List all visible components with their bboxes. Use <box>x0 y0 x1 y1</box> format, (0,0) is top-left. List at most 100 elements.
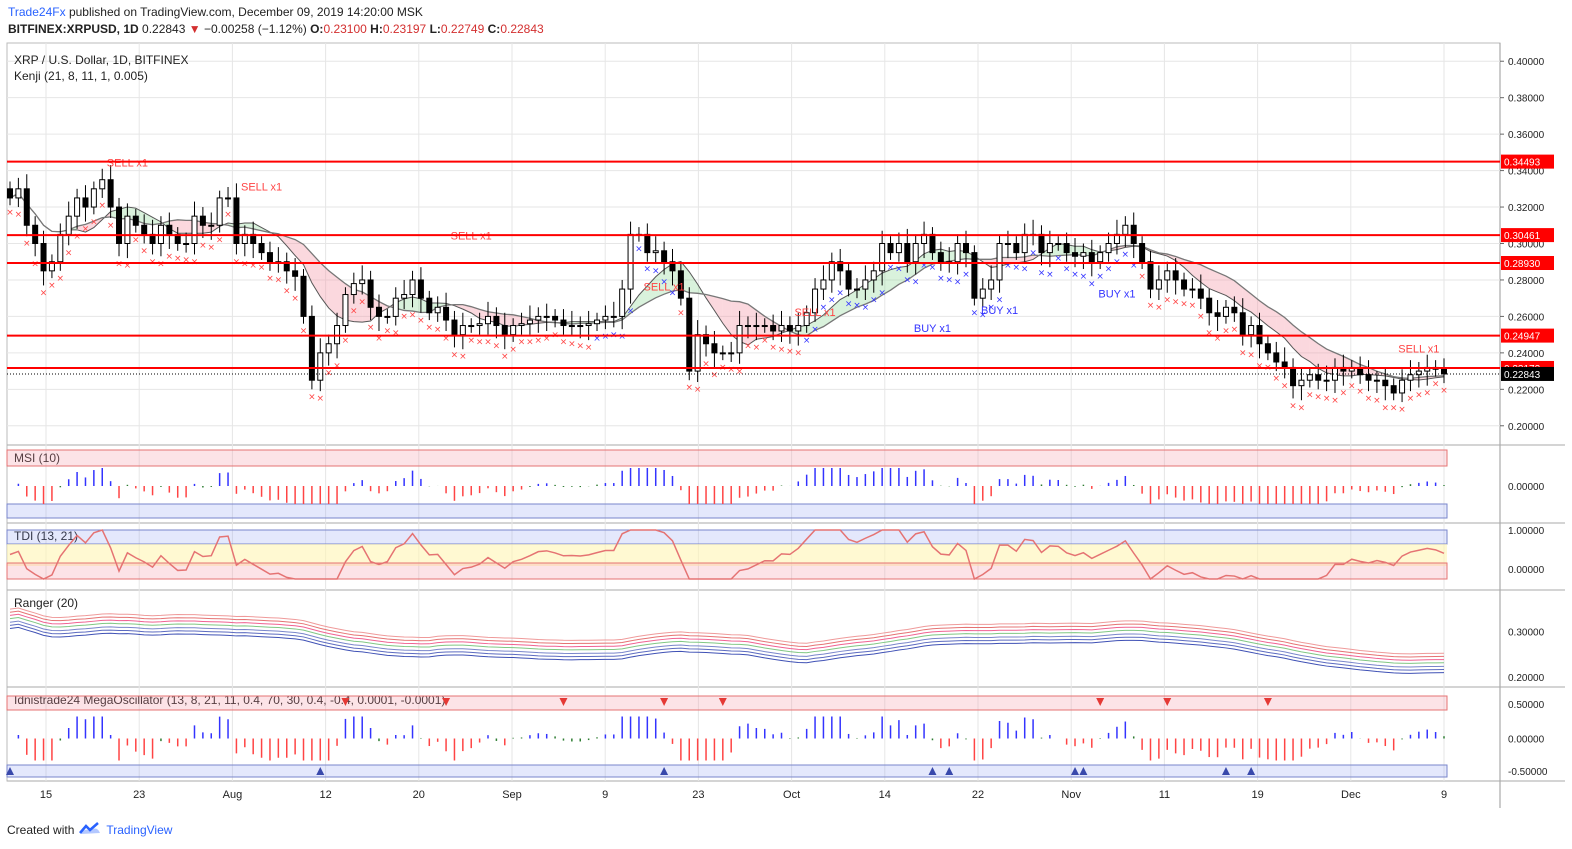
publisher-link[interactable]: Trade24Fx <box>8 5 66 19</box>
candle-body <box>585 323 592 327</box>
candle-body <box>1139 243 1146 263</box>
change-value: −0.00258 (−1.12%) <box>204 22 307 36</box>
signal-x-marker: × <box>744 341 752 351</box>
candle-body <box>1046 243 1053 254</box>
signal-x-marker: × <box>224 210 232 220</box>
candle-body <box>1441 368 1447 375</box>
y-tick-label: 0.28000 <box>1508 276 1545 287</box>
signal-x-marker: × <box>73 232 81 242</box>
x-tick-label: 11 <box>1159 789 1170 801</box>
high-label: H: <box>370 22 383 36</box>
kenji-cloud-segment <box>747 304 757 345</box>
signal-x-marker: × <box>484 338 492 348</box>
signal-x-marker: × <box>1256 361 1264 371</box>
kenji-cloud-segment <box>1318 343 1327 373</box>
signal-label: SELL x1 <box>107 158 148 170</box>
signal-x-marker: × <box>1004 261 1012 271</box>
x-tick-label: 23 <box>133 789 145 801</box>
signal-x-marker: × <box>48 281 56 291</box>
candle-body <box>1315 374 1322 381</box>
candle-body <box>778 325 785 332</box>
ranger-line <box>9 620 1445 668</box>
candle-body <box>937 252 944 263</box>
candle-body <box>543 315 550 318</box>
tradingview-link[interactable]: TradingView <box>106 822 173 837</box>
symbol-label: BITFINEX:XRPUSD, 1D <box>8 22 139 36</box>
signal-x-marker: × <box>652 267 660 277</box>
candles-group: × × × × × × × × × × × × × × × × × × × × × × × × × × × × × × × × × × × × × × × ×… <box>6 165 1448 415</box>
ranger-line <box>9 616 1445 664</box>
signal-x-marker: × <box>333 361 341 371</box>
footer: Created with TradingView <box>7 821 172 838</box>
signal-x-marker: × <box>249 261 257 271</box>
candle-body <box>1088 252 1095 263</box>
signal-x-marker: × <box>57 274 65 284</box>
high-value: 0.23197 <box>382 22 427 36</box>
last-price: 0.22843 <box>142 22 186 36</box>
signal-x-marker: × <box>1046 270 1054 280</box>
signal-x-marker: × <box>90 217 98 227</box>
signal-x-marker: × <box>1231 325 1239 335</box>
mega-down-triangle <box>559 698 568 706</box>
signal-x-marker: × <box>769 343 777 353</box>
signal-x-marker: × <box>778 345 786 355</box>
tradingview-logo-icon <box>78 821 102 838</box>
signal-x-marker: × <box>878 288 886 298</box>
candle-body <box>644 233 651 254</box>
kenji-slow-line <box>9 192 1445 380</box>
candle-body <box>1239 312 1246 336</box>
candle-body <box>904 243 911 263</box>
candle-body <box>443 306 450 321</box>
candle-body <box>677 270 684 299</box>
kenji-cloud-segment <box>471 306 480 319</box>
kenji-cloud-segment <box>764 316 774 339</box>
mega-y-tick-label: 0.50000 <box>1508 700 1545 711</box>
signal-x-marker: × <box>400 312 408 322</box>
candle-body <box>568 325 575 328</box>
mega-down-triangle <box>718 698 727 706</box>
signal-x-marker: × <box>1155 303 1163 313</box>
signal-x-marker: × <box>828 296 836 306</box>
candle-body <box>384 315 391 318</box>
signal-x-marker: × <box>1163 296 1171 306</box>
signal-x-marker: × <box>1189 301 1197 311</box>
mega-up-triangle <box>1247 767 1256 775</box>
signal-x-marker: × <box>300 327 308 337</box>
signal-x-marker: × <box>1096 272 1104 282</box>
signal-x-marker: × <box>870 296 878 306</box>
candle-body <box>90 188 97 208</box>
candle-body <box>359 279 366 285</box>
signal-x-marker: × <box>618 332 626 342</box>
kenji-cloud-segment <box>815 315 824 331</box>
y-tick-label: 0.24000 <box>1508 349 1545 360</box>
signal-x-marker: × <box>476 338 484 348</box>
kenji-cloud-segment <box>404 297 413 312</box>
signal-x-marker: × <box>811 325 819 335</box>
kenji-cloud-segment <box>890 267 899 291</box>
signal-x-marker: × <box>1088 279 1096 289</box>
signal-x-marker: × <box>1105 265 1113 275</box>
signal-x-marker: × <box>501 352 509 362</box>
candle-body <box>744 325 751 328</box>
signal-x-marker: × <box>275 276 283 286</box>
candle-body <box>350 283 357 296</box>
signal-x-marker: × <box>560 338 568 348</box>
mega-y-tick-label: 0.00000 <box>1508 735 1545 746</box>
candle-body <box>476 323 483 327</box>
tdi-mid-band <box>7 544 1447 566</box>
candle-body <box>1155 279 1162 290</box>
signal-x-marker: × <box>132 236 140 246</box>
kenji-cloud-segment <box>328 270 338 316</box>
signal-x-marker: × <box>1063 265 1071 275</box>
signal-x-marker: × <box>182 256 190 266</box>
signal-x-marker: × <box>442 334 450 344</box>
signal-x-marker: × <box>912 277 920 287</box>
kenji-cloud-segment <box>1259 300 1268 326</box>
signal-x-marker: × <box>459 352 467 362</box>
signal-x-marker: × <box>987 303 995 313</box>
candle-body <box>208 224 215 227</box>
kenji-cloud-segment <box>286 236 296 256</box>
signal-x-marker: × <box>535 336 543 346</box>
signal-x-marker: × <box>342 336 350 346</box>
